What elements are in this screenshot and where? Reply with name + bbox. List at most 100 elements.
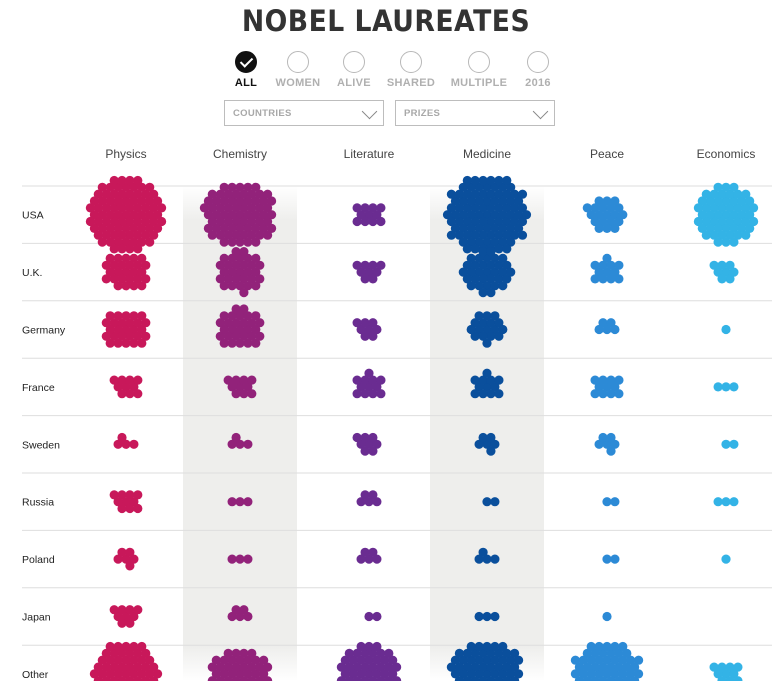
cluster-france-literature[interactable] <box>352 368 386 399</box>
laureate-dot[interactable] <box>101 648 111 659</box>
laureate-dot[interactable] <box>215 331 225 341</box>
laureate-dot[interactable] <box>721 324 731 335</box>
laureate-dot[interactable] <box>470 648 480 659</box>
laureate-dot[interactable] <box>263 189 273 199</box>
laureate-dot[interactable] <box>598 432 608 443</box>
laureate-dot[interactable] <box>586 655 596 665</box>
laureate-dot[interactable] <box>251 182 261 192</box>
laureate-dot[interactable] <box>462 662 472 672</box>
laureate-dot[interactable] <box>693 203 704 213</box>
laureate-dot[interactable] <box>231 247 241 257</box>
laureate-dot[interactable] <box>211 655 221 665</box>
laureate-dot[interactable] <box>137 196 147 206</box>
laureate-dot[interactable] <box>109 203 119 213</box>
laureate-dot[interactable] <box>121 611 131 622</box>
laureate-dot[interactable] <box>490 324 500 335</box>
laureate-dot[interactable] <box>614 389 624 399</box>
cluster-other-economics[interactable] <box>709 662 743 681</box>
laureate-dot[interactable] <box>450 223 460 233</box>
laureate-dot[interactable] <box>93 203 103 213</box>
laureate-dot[interactable] <box>486 274 496 284</box>
laureate-dot[interactable] <box>239 304 249 314</box>
column-header-peace[interactable]: Peace <box>590 147 624 161</box>
laureate-dot[interactable] <box>113 554 123 564</box>
laureate-dot[interactable] <box>462 274 472 284</box>
cluster-japan-literature[interactable] <box>364 611 382 622</box>
laureate-dot[interactable] <box>478 318 488 328</box>
laureate-dot[interactable] <box>474 311 484 321</box>
laureate-dot[interactable] <box>502 189 512 199</box>
laureate-dot[interactable] <box>594 669 604 679</box>
laureate-dot[interactable] <box>336 676 346 681</box>
laureate-dot[interactable] <box>223 230 233 240</box>
laureate-dot[interactable] <box>235 382 245 392</box>
laureate-dot[interactable] <box>85 216 95 227</box>
laureate-dot[interactable] <box>466 641 476 652</box>
laureate-dot[interactable] <box>364 611 374 622</box>
laureate-dot[interactable] <box>235 554 245 564</box>
laureate-dot[interactable] <box>693 216 704 227</box>
laureate-dot[interactable] <box>494 662 504 672</box>
laureate-dot[interactable] <box>474 237 484 247</box>
laureate-dot[interactable] <box>701 203 711 213</box>
laureate-dot[interactable] <box>105 324 115 335</box>
laureate-dot[interactable] <box>133 648 143 659</box>
laureate-dot[interactable] <box>356 382 366 392</box>
laureate-dot[interactable] <box>466 655 476 665</box>
laureate-dot[interactable] <box>199 203 209 213</box>
laureate-dot[interactable] <box>125 274 135 284</box>
laureate-dot[interactable] <box>235 324 245 335</box>
laureate-dot[interactable] <box>247 203 257 213</box>
laureate-dot[interactable] <box>259 655 269 665</box>
laureate-dot[interactable] <box>474 223 484 233</box>
laureate-dot[interactable] <box>606 676 616 681</box>
laureate-dot[interactable] <box>482 267 492 277</box>
laureate-dot[interactable] <box>231 216 241 227</box>
laureate-dot[interactable] <box>466 196 476 206</box>
laureate-dot[interactable] <box>97 655 107 665</box>
laureate-dot[interactable] <box>502 274 512 284</box>
laureate-dot[interactable] <box>478 216 488 227</box>
laureate-dot[interactable] <box>129 554 139 564</box>
laureate-dot[interactable] <box>709 230 719 240</box>
laureate-dot[interactable] <box>239 247 249 257</box>
laureate-dot[interactable] <box>215 260 225 270</box>
laureate-dot[interactable] <box>117 605 127 615</box>
laureate-dot[interactable] <box>239 274 249 284</box>
laureate-dot[interactable] <box>474 253 484 263</box>
laureate-dot[interactable] <box>466 253 476 263</box>
cluster-sweden-physics[interactable] <box>113 432 139 449</box>
laureate-dot[interactable] <box>109 648 119 659</box>
laureate-dot[interactable] <box>582 203 592 213</box>
cluster-russia-economics[interactable] <box>713 497 739 507</box>
laureate-dot[interactable] <box>235 655 245 665</box>
laureate-dot[interactable] <box>255 331 265 341</box>
laureate-dot[interactable] <box>454 662 464 672</box>
laureate-dot[interactable] <box>482 196 492 206</box>
laureate-dot[interactable] <box>129 324 139 335</box>
laureate-dot[interactable] <box>231 605 241 615</box>
laureate-dot[interactable] <box>235 311 245 321</box>
laureate-dot[interactable] <box>223 216 233 227</box>
laureate-dot[interactable] <box>113 253 123 263</box>
cluster-russia-literature[interactable] <box>356 490 382 507</box>
laureate-dot[interactable] <box>741 203 751 213</box>
laureate-dot[interactable] <box>482 210 492 220</box>
laureate-dot[interactable] <box>227 196 237 206</box>
laureate-dot[interactable] <box>137 237 147 247</box>
laureate-dot[interactable] <box>570 669 581 679</box>
laureate-dot[interactable] <box>610 324 620 335</box>
laureate-dot[interactable] <box>231 331 241 341</box>
laureate-dot[interactable] <box>207 203 217 213</box>
laureate-dot[interactable] <box>137 641 147 652</box>
laureate-dot[interactable] <box>227 311 237 321</box>
laureate-dot[interactable] <box>482 669 492 679</box>
laureate-dot[interactable] <box>372 210 382 220</box>
laureate-dot[interactable] <box>602 439 612 449</box>
laureate-dot[interactable] <box>490 382 500 392</box>
laureate-dot[interactable] <box>462 203 472 213</box>
laureate-dot[interactable] <box>149 216 159 227</box>
laureate-dot[interactable] <box>141 648 151 659</box>
laureate-dot[interactable] <box>223 260 233 270</box>
laureate-dot[interactable] <box>360 490 370 500</box>
